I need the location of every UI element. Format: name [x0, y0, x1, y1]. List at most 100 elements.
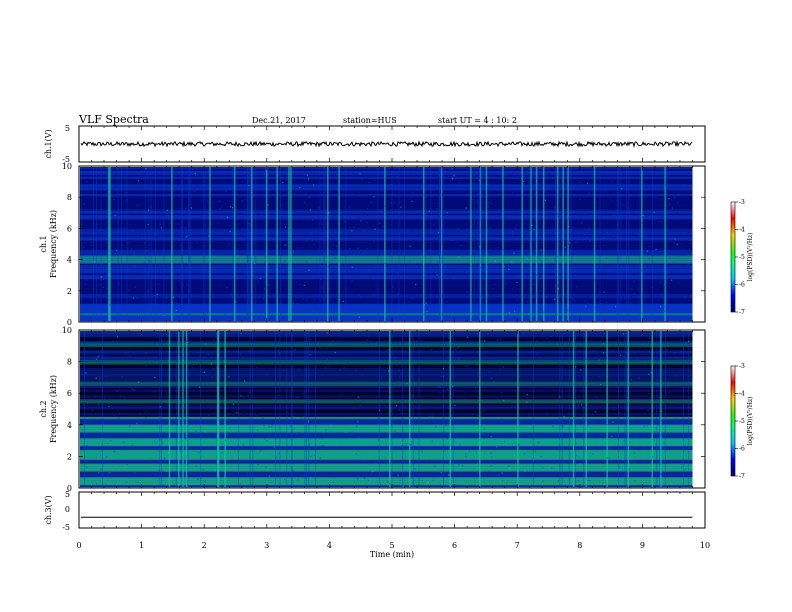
spectrogram-speckle [310, 391, 312, 393]
spectrogram-speckle [318, 207, 320, 209]
spectrogram-speckle [411, 477, 413, 479]
spectrogram-spike [485, 167, 488, 321]
spectrogram-speckle [161, 339, 163, 342]
spectrogram-speckle [298, 369, 300, 371]
spectrogram-speckle [578, 351, 581, 353]
spectrogram-speckle [475, 364, 477, 366]
spectrogram-speckle [164, 172, 166, 174]
spectrogram-speckle [113, 382, 115, 385]
spectrogram-spike [181, 331, 183, 487]
spectrogram-speckle [292, 302, 295, 304]
spectrogram-speckle [387, 399, 389, 401]
spectrogram-speckle [522, 332, 524, 334]
spectrogram-speckle [120, 401, 122, 403]
spectrogram-speckle [431, 195, 433, 197]
spectrogram-speckle [360, 220, 362, 222]
ch1-frequency-label: Frequency (kHz) [49, 210, 58, 278]
spectrogram-speckle [323, 432, 325, 435]
spectrogram-speckle [410, 474, 412, 477]
spectrogram-speckle [411, 441, 413, 443]
spectrogram-speckle [240, 332, 242, 335]
colorbar-tick-label: -5 [739, 254, 745, 261]
spectrogram-speckle [303, 265, 305, 267]
spectrogram-speckle [472, 400, 474, 402]
spectrogram-speckle [645, 234, 647, 236]
spectrogram-speckle [362, 460, 364, 462]
spectrogram-speckle [347, 363, 349, 365]
spectrogram-speckle [616, 224, 619, 226]
spectrogram-speckle [373, 241, 375, 243]
spectrogram-speckle [289, 351, 292, 353]
spectrogram-speckle [444, 471, 446, 474]
spectrogram-speckle [289, 288, 291, 290]
spectrogram-speckle [126, 446, 128, 448]
spectrogram-speckle [630, 448, 632, 450]
spectrogram-speckle [325, 367, 327, 369]
spectrogram-speckle [667, 249, 670, 251]
spectrogram-speckle [133, 401, 136, 404]
spectrogram-speckle [247, 394, 249, 397]
spectrogram-speckle [166, 209, 168, 212]
spectrogram-band [80, 471, 693, 474]
spectrogram-band [80, 475, 693, 478]
spectrogram-speckle [149, 460, 151, 462]
spectrogram-speckle [97, 316, 99, 318]
spectrogram-speckle [284, 478, 286, 480]
spectrogram-speckle [674, 238, 676, 240]
spectrogram-spike [249, 331, 251, 487]
spectrogram-speckle [356, 478, 359, 480]
spectrogram-speckle [469, 291, 471, 293]
time-axis-label: Time (min) [370, 550, 414, 559]
spectrogram-speckle [292, 470, 294, 472]
spectrogram-spike [628, 167, 630, 321]
spectrogram-speckle [268, 312, 270, 314]
spectrogram-speckle [243, 381, 246, 383]
spectrogram-speckle [108, 299, 110, 301]
spectrogram-speckle [497, 209, 500, 211]
spectrogram-speckle [663, 296, 665, 298]
spectrogram-speckle [138, 381, 140, 383]
spectrogram-speckle [376, 396, 378, 398]
spectrogram-spike [155, 167, 156, 321]
spectrogram-speckle [168, 185, 170, 187]
spectrogram-spike [279, 167, 281, 321]
spectrogram-speckle [568, 217, 570, 219]
spectrogram-speckle [373, 196, 375, 198]
spectrogram-speckle [511, 234, 513, 236]
spectrogram-speckle [367, 269, 369, 271]
spectrogram-speckle [115, 465, 117, 467]
spectrogram-speckle [578, 456, 580, 458]
spectrogram-speckle [306, 174, 309, 176]
spectrogram-speckle [240, 170, 242, 172]
spectrogram-speckle [330, 424, 332, 426]
spectrogram-speckle [109, 304, 111, 306]
spectrogram-band [80, 188, 693, 191]
spectrogram-band [80, 373, 693, 377]
spectrogram-band [80, 432, 693, 435]
spectrogram-speckle [427, 481, 429, 483]
spectrogram-speckle [249, 391, 251, 394]
spectrogram-speckle [480, 360, 482, 362]
spectrogram-speckle [433, 224, 435, 226]
spectrogram-speckle [324, 311, 326, 313]
spectrogram-spike [84, 331, 85, 487]
spectrogram-speckle [109, 222, 112, 224]
spectrogram-speckle [373, 294, 375, 297]
spectrogram-band [80, 270, 693, 274]
spectrogram-speckle [290, 435, 292, 437]
spectrogram-speckle [417, 179, 419, 181]
spectrogram-speckle [423, 304, 425, 306]
spectrogram-speckle [178, 280, 181, 282]
spectrogram-speckle [551, 467, 553, 469]
spectrogram-spike [532, 331, 534, 487]
spectrogram-speckle [448, 169, 451, 171]
spectrogram-speckle [596, 396, 598, 398]
spectrogram-speckle [678, 194, 680, 196]
spectrogram-speckle [499, 250, 502, 252]
spectrogram-speckle [134, 176, 136, 178]
spectrogram-speckle [229, 427, 231, 429]
spectrogram-speckle [183, 405, 185, 407]
spectrogram-speckle [661, 221, 663, 223]
spectrogram-speckle [613, 215, 616, 217]
spectrogram-speckle [389, 224, 391, 226]
